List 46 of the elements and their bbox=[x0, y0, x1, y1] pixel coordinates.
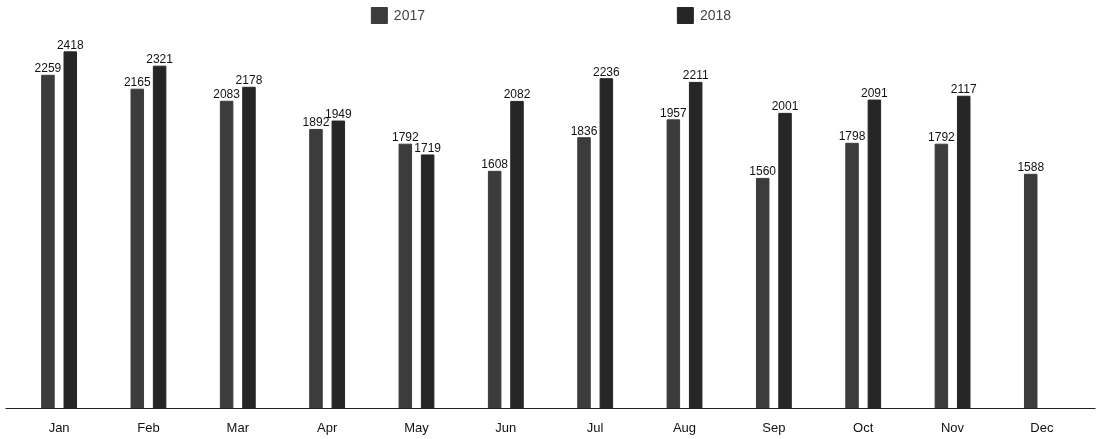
data-label: 2211 bbox=[682, 68, 709, 83]
bar bbox=[934, 143, 949, 409]
data-label: 1792 bbox=[928, 130, 956, 145]
x-tick-label: Dec bbox=[1030, 419, 1054, 435]
x-tick-label: May bbox=[404, 419, 430, 435]
x-tick-label: Jan bbox=[48, 419, 70, 435]
data-label: 1560 bbox=[749, 164, 777, 179]
bar bbox=[41, 74, 55, 409]
bar bbox=[309, 128, 323, 409]
bar bbox=[130, 88, 145, 409]
data-label: 1588 bbox=[1017, 160, 1045, 175]
x-tick-label: Apr bbox=[317, 419, 338, 435]
bar bbox=[845, 142, 859, 409]
bar bbox=[755, 177, 770, 409]
data-label: 2321 bbox=[146, 52, 174, 67]
data-label: 2236 bbox=[592, 64, 621, 79]
bar bbox=[1023, 173, 1038, 409]
data-label: 1608 bbox=[481, 157, 509, 172]
data-label: 1957 bbox=[660, 105, 688, 120]
data-label: 2259 bbox=[34, 61, 62, 76]
data-label: 1836 bbox=[570, 123, 598, 138]
x-tick-label: Nov bbox=[940, 419, 965, 435]
data-label: 2082 bbox=[503, 87, 531, 102]
legend-label: 2017 bbox=[393, 7, 425, 23]
x-tick-label: Aug bbox=[672, 419, 697, 435]
data-label: 2083 bbox=[213, 87, 241, 102]
data-label: 2178 bbox=[235, 73, 263, 88]
data-label: 2418 bbox=[56, 37, 84, 52]
bar bbox=[577, 137, 591, 409]
x-tick-label: Feb bbox=[137, 419, 160, 435]
data-label: 2165 bbox=[123, 75, 151, 90]
x-tick-label: Sep bbox=[762, 419, 786, 435]
data-label: 1719 bbox=[414, 140, 442, 155]
bar bbox=[398, 143, 413, 409]
data-label: 2091 bbox=[861, 86, 889, 101]
bar bbox=[219, 100, 234, 409]
bar bbox=[487, 170, 502, 409]
legend-label: 2018 bbox=[700, 7, 732, 23]
x-tick-label: Mar bbox=[226, 419, 250, 435]
x-tick-label: Oct bbox=[853, 419, 874, 435]
data-label: 1798 bbox=[838, 129, 866, 144]
data-label: 2117 bbox=[950, 82, 977, 97]
x-tick-label: Jul bbox=[586, 419, 604, 435]
data-label: 2001 bbox=[771, 99, 799, 114]
bar bbox=[666, 119, 681, 409]
x-tick-label: Jun bbox=[495, 419, 517, 435]
